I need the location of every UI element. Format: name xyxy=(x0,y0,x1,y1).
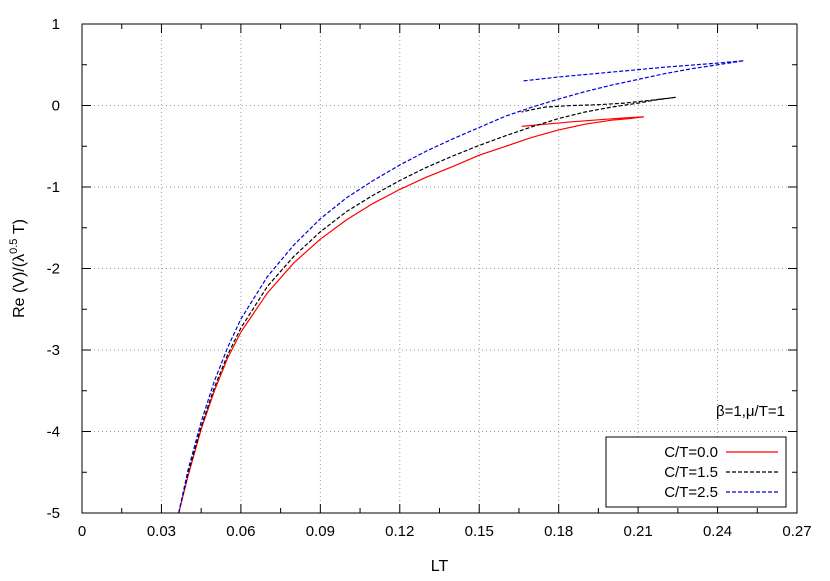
x-tick-label: 0.18 xyxy=(544,523,573,540)
x-axis-label: LT xyxy=(431,558,449,575)
y-tick-label: -2 xyxy=(47,261,60,278)
series-curves xyxy=(178,60,745,514)
x-tick-label: 0.27 xyxy=(782,523,811,540)
grid xyxy=(82,24,797,513)
y-tick-label: 1 xyxy=(52,16,60,33)
x-tick-label: 0.03 xyxy=(147,523,176,540)
axis-ticks xyxy=(81,23,798,514)
y-axis-label: Re (V)/(λ0.5 T) xyxy=(8,219,28,318)
parameter-annotation: β=1,μ/T=1 xyxy=(716,403,785,420)
legend-label-1: C/T=0.0 xyxy=(664,444,718,461)
legend-label-3: C/T=2.5 xyxy=(664,484,718,501)
x-tick-label: 0.12 xyxy=(385,523,414,540)
y-axis-label-superscript: 0.5 xyxy=(8,239,20,254)
y-tick-label: -4 xyxy=(47,424,60,441)
series-line-2 xyxy=(178,96,676,514)
y-tick-labels: -5 -4 -3 -2 -1 0 1 xyxy=(47,16,60,522)
x-tick-label: 0.06 xyxy=(226,523,255,540)
x-tick-label: 0.09 xyxy=(306,523,335,540)
series-line-3 xyxy=(178,60,745,514)
series-line-1 xyxy=(178,116,644,514)
x-tick-label: 0.15 xyxy=(465,523,494,540)
y-axis-label-suffix: T) xyxy=(11,219,28,239)
y-tick-label: -5 xyxy=(47,505,60,522)
y-axis-label-prefix: Re (V)/(λ xyxy=(11,254,28,318)
y-tick-label: -3 xyxy=(47,342,60,359)
legend: C/T=0.0 C/T=1.5 C/T=2.5 xyxy=(605,436,787,508)
x-tick-label: 0.24 xyxy=(703,523,732,540)
x-tick-label: 0.21 xyxy=(624,523,653,540)
x-tick-labels: 0 0.03 0.06 0.09 0.12 0.15 0.18 0.21 0.24 0.27 xyxy=(78,523,812,540)
y-tick-label: -1 xyxy=(47,179,60,196)
x-tick-label: 0 xyxy=(78,523,86,540)
legend-label-2: C/T=1.5 xyxy=(664,464,718,481)
y-tick-label: 0 xyxy=(52,98,60,115)
